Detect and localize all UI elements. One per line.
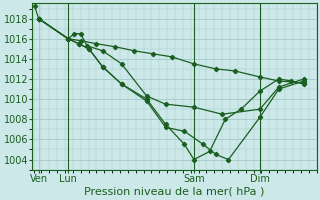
X-axis label: Pression niveau de la mer( hPa ): Pression niveau de la mer( hPa ) <box>84 187 265 197</box>
